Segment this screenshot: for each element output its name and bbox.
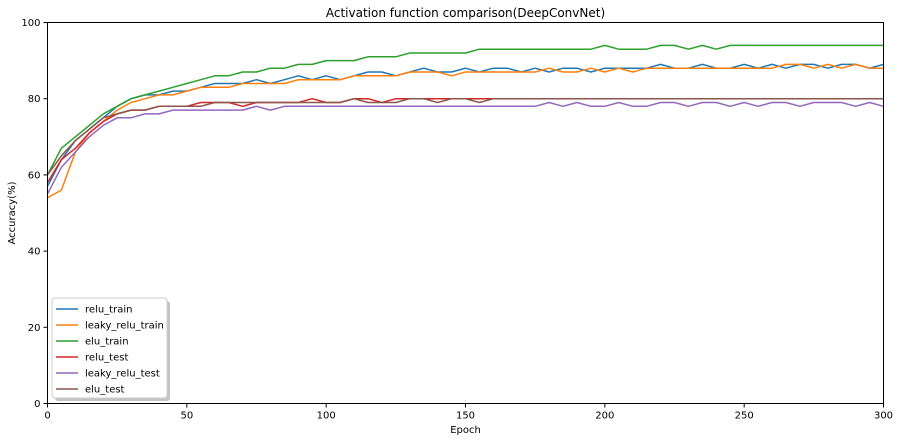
- x-tick-label: 150: [456, 411, 475, 422]
- x-tick-label: 200: [595, 411, 614, 422]
- y-tick-label: 20: [28, 323, 41, 334]
- x-tick-label: 100: [317, 411, 336, 422]
- legend-label-leaky_relu_test: leaky_relu_test: [85, 369, 160, 380]
- series-line-elu_train: [46, 44, 884, 176]
- y-tick-label: 40: [28, 247, 41, 258]
- legend-label-leaky_relu_train: leaky_relu_train: [85, 321, 164, 332]
- y-axis-title: Accuracy(%): [7, 181, 18, 244]
- x-axis: 0 50 100 150 200 250 300: [44, 403, 893, 422]
- x-tick-label: 0: [44, 411, 50, 422]
- series-lines: [46, 44, 884, 199]
- x-tick-label: 250: [735, 411, 754, 422]
- legend-label-elu_test: elu_test: [85, 385, 125, 396]
- legend-label-elu_train: elu_train: [85, 337, 129, 348]
- y-tick-label: 100: [21, 18, 40, 29]
- series-line-leaky_relu_train: [47, 63, 884, 199]
- legend-label-relu_test: relu_test: [85, 353, 128, 364]
- x-tick-label: 300: [874, 411, 893, 422]
- series-line-elu_test: [46, 97, 884, 176]
- x-axis-title: Epoch: [450, 425, 481, 436]
- legend-label-relu_train: relu_train: [85, 305, 132, 316]
- legend: relu_train leaky_relu_train elu_train relu_…: [51, 297, 170, 401]
- chart-title: Activation function comparison(DeepConvN…: [326, 6, 605, 20]
- series-line-leaky_relu_test: [46, 101, 884, 195]
- y-axis: 0 20 40 60 80 100: [21, 18, 48, 410]
- y-tick-label: 0: [34, 399, 40, 410]
- y-tick-label: 60: [28, 170, 41, 181]
- legend-box: [51, 297, 168, 399]
- x-tick-label: 50: [180, 411, 193, 422]
- y-tick-label: 80: [28, 94, 41, 105]
